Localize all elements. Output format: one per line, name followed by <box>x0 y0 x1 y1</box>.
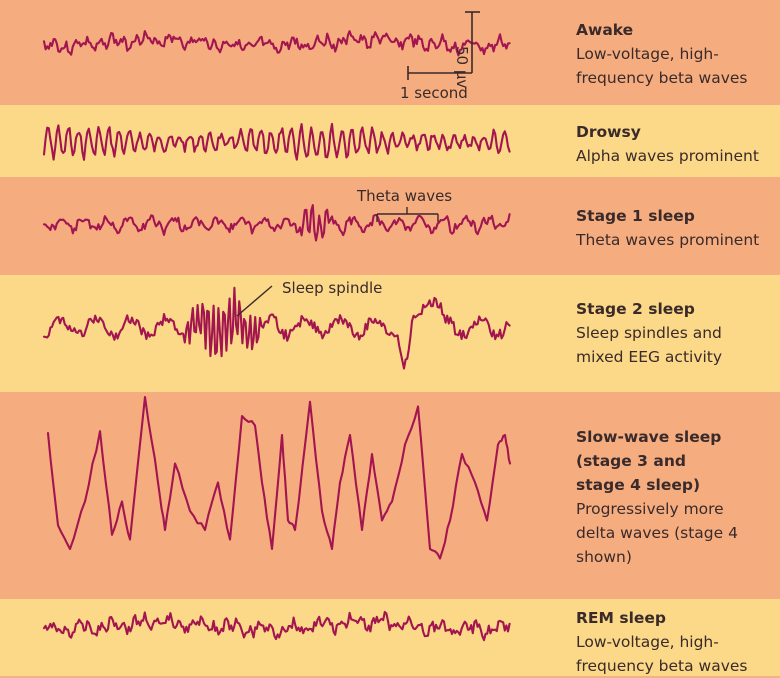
stage-row-stage2: Stage 2 sleep Sleep spindles and mixed E… <box>0 275 780 392</box>
eeg-trace-awake <box>42 30 511 57</box>
stage-row-drowsy: Drowsy Alpha waves prominent <box>0 105 780 177</box>
eeg-trace-stage1 <box>42 204 511 242</box>
stage-description: Low-voltage, high- frequency beta waves <box>576 45 748 87</box>
stage-label-stage2: Stage 2 sleep Sleep spindles and mixed E… <box>576 297 776 369</box>
stage-title: Stage 2 sleep <box>576 300 695 318</box>
stage-label-awake: Awake Low-voltage, high- frequency beta … <box>576 18 776 90</box>
eeg-trace-stage2 <box>42 286 511 370</box>
stage-description: Low-voltage, high- frequency beta waves <box>576 633 748 675</box>
stage-description: Theta waves prominent <box>576 231 760 249</box>
sleep-spindle-label: Sleep spindle <box>282 279 383 297</box>
stage-row-stage1: Stage 1 sleep Theta waves prominent <box>0 177 780 275</box>
stage-title: Awake <box>576 21 634 39</box>
stage-label-drowsy: Drowsy Alpha waves prominent <box>576 120 776 168</box>
stage-row-awake: Awake Low-voltage, high- frequency beta … <box>0 0 780 105</box>
stage-label-rem: REM sleep Low-voltage, high- frequency b… <box>576 606 776 678</box>
stage-description: Progressively more delta waves (stage 4 … <box>576 500 738 566</box>
stage-title: Slow-wave sleep (stage 3 and stage 4 sle… <box>576 428 722 494</box>
stage-title: Drowsy <box>576 123 641 141</box>
stage-label-stage1: Stage 1 sleep Theta waves prominent <box>576 204 776 252</box>
eeg-trace-drowsy <box>42 122 511 161</box>
stage-row-rem: REM sleep Low-voltage, high- frequency b… <box>0 599 780 676</box>
stage-description: Sleep spindles and mixed EEG activity <box>576 324 723 366</box>
stage-description: Alpha waves prominent <box>576 147 759 165</box>
eeg-trace-sws <box>46 395 512 560</box>
theta-waves-label: Theta waves <box>357 187 453 205</box>
eeg-trace-rem <box>42 610 511 642</box>
stage-row-sws: Slow-wave sleep (stage 3 and stage 4 sle… <box>0 392 780 599</box>
stage-title: Stage 1 sleep <box>576 207 695 225</box>
time-scale-label: 1 second <box>400 84 468 102</box>
voltage-scale-label: 50 µv <box>453 46 471 89</box>
stage-title: REM sleep <box>576 609 667 627</box>
stage-label-sws: Slow-wave sleep (stage 3 and stage 4 sle… <box>576 425 776 569</box>
